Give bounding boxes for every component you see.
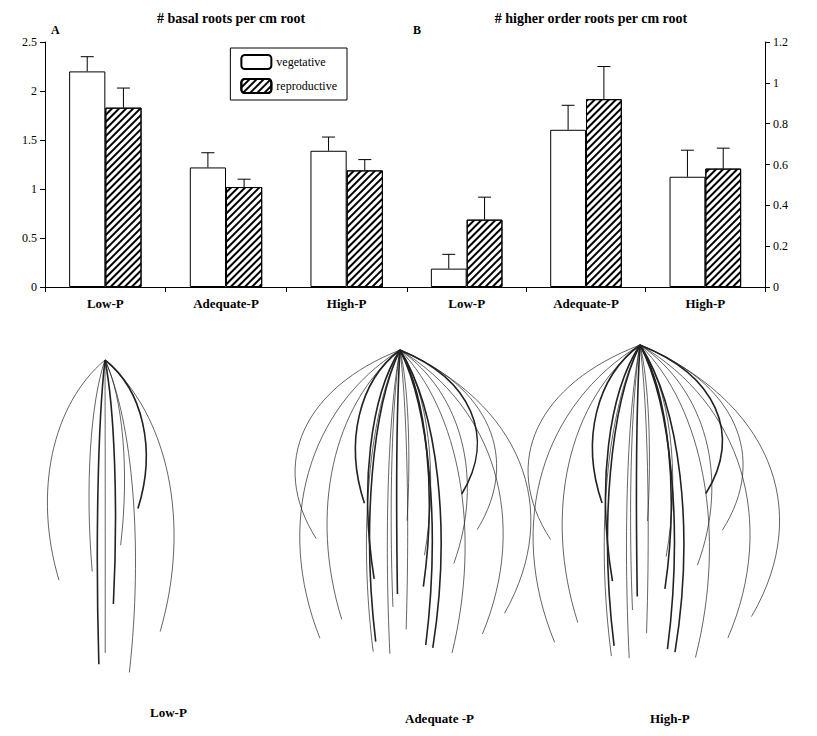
svg-text:B: B <box>413 23 421 37</box>
svg-text:2.5: 2.5 <box>22 35 37 49</box>
svg-text:Low-P: Low-P <box>87 296 124 311</box>
svg-text:1: 1 <box>31 182 37 196</box>
svg-text:0.6: 0.6 <box>773 158 788 172</box>
svg-text:reproductive: reproductive <box>276 79 337 93</box>
svg-text:High-P: High-P <box>650 711 690 726</box>
svg-text:0: 0 <box>31 280 37 294</box>
svg-text:0.5: 0.5 <box>22 231 37 245</box>
svg-text:Low-P: Low-P <box>150 705 187 720</box>
svg-text:0.2: 0.2 <box>773 239 788 253</box>
svg-text:High-P: High-P <box>685 296 725 311</box>
svg-text:Adequate-P: Adequate-P <box>553 296 619 311</box>
svg-text:Adequate -P: Adequate -P <box>405 711 474 726</box>
svg-text:2: 2 <box>31 84 37 98</box>
svg-text:0: 0 <box>773 280 779 294</box>
svg-text:vegetative: vegetative <box>276 55 325 69</box>
svg-text:# higher order roots per cm ro: # higher order roots per cm root <box>495 11 688 26</box>
svg-text:# basal roots per cm root: # basal roots per cm root <box>157 11 305 26</box>
svg-text:1: 1 <box>773 76 779 90</box>
svg-text:0.8: 0.8 <box>773 117 788 131</box>
svg-text:Adequate-P: Adequate-P <box>193 296 259 311</box>
svg-text:Low-P: Low-P <box>448 296 485 311</box>
svg-text:1.5: 1.5 <box>22 133 37 147</box>
svg-text:0.4: 0.4 <box>773 198 788 212</box>
svg-text:1.2: 1.2 <box>773 35 788 49</box>
svg-text:A: A <box>51 23 60 37</box>
svg-text:High-P: High-P <box>327 296 367 311</box>
